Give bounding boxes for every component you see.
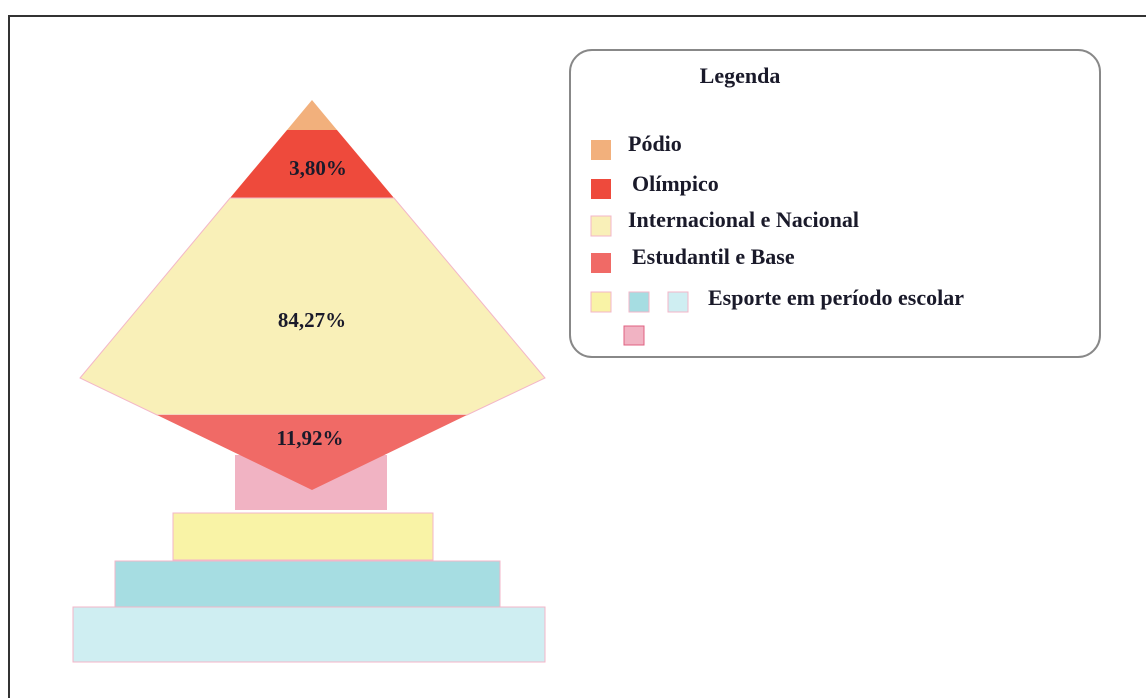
legend-swatch bbox=[591, 140, 611, 160]
legend-box bbox=[569, 49, 1101, 358]
legend-swatch bbox=[591, 179, 611, 199]
legend-item: Olímpico bbox=[632, 171, 719, 196]
segment-estudantil bbox=[157, 415, 467, 490]
block-yellow bbox=[172, 512, 434, 561]
legend-swatch bbox=[623, 325, 645, 346]
legend-swatch bbox=[590, 291, 612, 313]
legend-title: Legenda bbox=[700, 63, 781, 88]
block-cyan bbox=[72, 606, 546, 663]
legend-item: Esporte em período escolar bbox=[708, 285, 964, 310]
legend-item: Pódio bbox=[628, 131, 682, 156]
legend-swatch bbox=[667, 291, 689, 313]
legend-item: Internacional e Nacional bbox=[628, 207, 859, 232]
label-estudantil: 11,92% bbox=[276, 426, 343, 450]
legend-swatch bbox=[591, 253, 611, 273]
label-podio: 3,80% bbox=[289, 156, 347, 180]
legend-swatch bbox=[628, 291, 650, 313]
label-internacional: 84,27% bbox=[278, 308, 346, 332]
legend-item: Estudantil e Base bbox=[632, 244, 795, 269]
legend-swatch bbox=[590, 215, 612, 237]
segment-olimpico bbox=[230, 130, 394, 198]
block-teal bbox=[114, 560, 501, 608]
segment-podio bbox=[287, 100, 337, 130]
